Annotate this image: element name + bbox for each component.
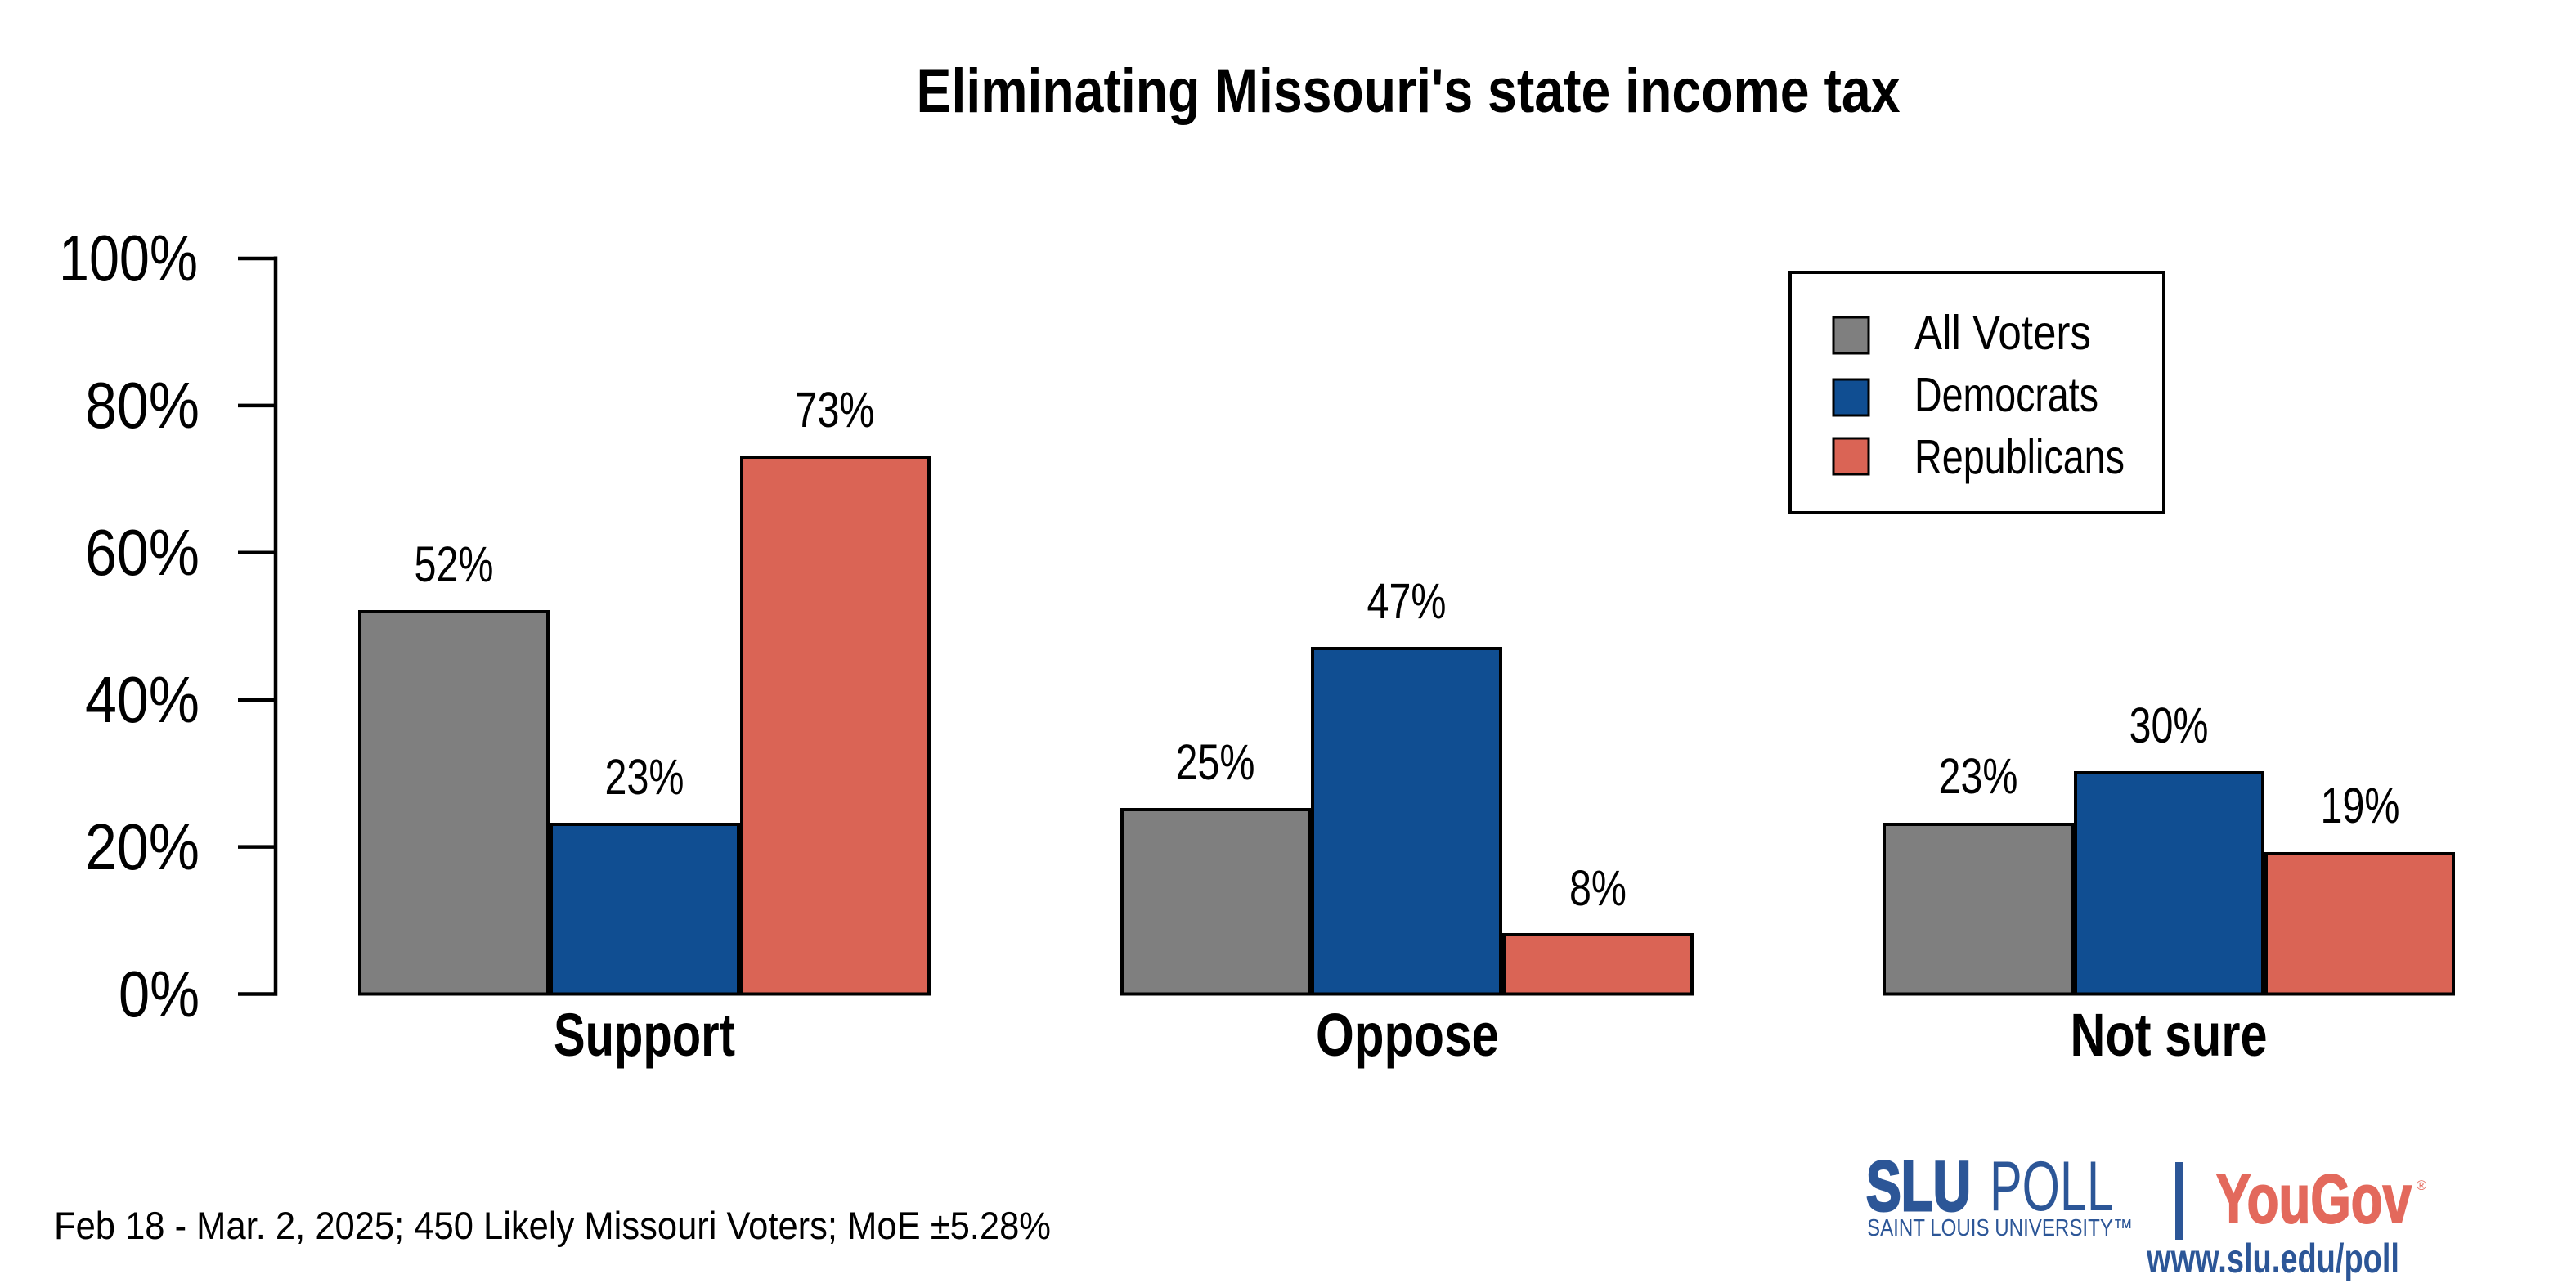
- svg-text:YouGov: YouGov: [2216, 1160, 2412, 1237]
- svg-text:25%: 25%: [1176, 734, 1255, 790]
- svg-text:Eliminating Missouri's state i: Eliminating Missouri's state income tax: [917, 56, 1901, 126]
- svg-text:40%: 40%: [85, 663, 200, 736]
- svg-text:www.slu.edu/poll: www.slu.edu/poll: [2146, 1236, 2399, 1281]
- svg-text:Oppose: Oppose: [1316, 1001, 1499, 1069]
- svg-text:80%: 80%: [85, 369, 200, 442]
- svg-text:73%: 73%: [796, 382, 875, 438]
- svg-text:23%: 23%: [605, 749, 684, 805]
- svg-text:20%: 20%: [85, 810, 200, 883]
- svg-text:19%: 19%: [2321, 778, 2400, 833]
- svg-text:SLU: SLU: [1866, 1147, 1971, 1226]
- svg-text:30%: 30%: [2129, 698, 2209, 753]
- svg-text:47%: 47%: [1367, 573, 1447, 629]
- svg-text:All Voters: All Voters: [1914, 306, 2091, 360]
- svg-text:23%: 23%: [1939, 748, 2018, 804]
- svg-text:POLL: POLL: [1990, 1147, 2114, 1226]
- svg-text:0%: 0%: [119, 958, 200, 1030]
- svg-text:Democrats: Democrats: [1914, 368, 2098, 422]
- svg-text:100%: 100%: [59, 222, 198, 294]
- svg-text:8%: 8%: [1569, 860, 1627, 916]
- svg-text:®: ®: [2417, 1178, 2427, 1193]
- svg-text:Feb 18 - Mar. 2, 2025; 450 Lik: Feb 18 - Mar. 2, 2025; 450 Likely Missou…: [54, 1204, 1051, 1247]
- svg-text:Support: Support: [554, 1001, 735, 1069]
- svg-text:52%: 52%: [415, 536, 494, 592]
- svg-text:SAINT LOUIS UNIVERSITY™: SAINT LOUIS UNIVERSITY™: [1867, 1215, 2133, 1241]
- svg-text:60%: 60%: [85, 516, 200, 589]
- svg-text:Republicans: Republicans: [1914, 430, 2125, 484]
- svg-text:Not sure: Not sure: [2071, 1001, 2268, 1069]
